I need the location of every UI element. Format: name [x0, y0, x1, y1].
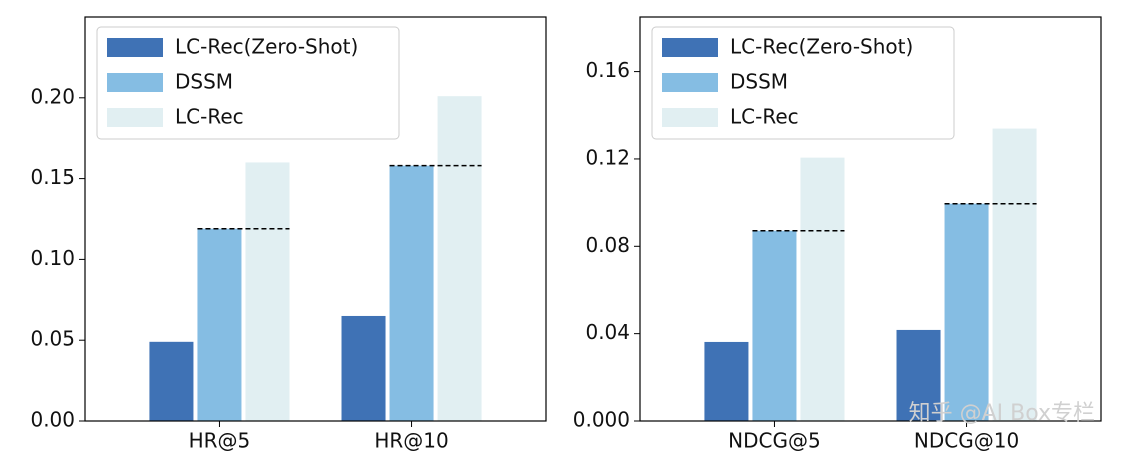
bar	[752, 230, 797, 421]
legend-label: DSSM	[730, 70, 788, 94]
legend-frame	[96, 26, 400, 140]
bar	[437, 96, 482, 422]
legend-label: LC-Rec(Zero-Shot)	[175, 35, 358, 59]
legend-swatch	[662, 38, 718, 57]
x-tick-label: HR@5	[189, 429, 251, 453]
y-tick-label: 0.04	[585, 320, 630, 344]
legend-label: DSSM	[175, 70, 233, 94]
legend-swatch	[107, 73, 163, 92]
legend-frame	[651, 26, 955, 140]
bar	[944, 203, 989, 421]
subplot: 0.00 0.05 0.10 0.15 0.20 HR@5 HR@10 LC-Rec(Zero…	[30, 16, 547, 453]
x-tick-label: NDCG@10	[914, 429, 1019, 453]
bar	[245, 162, 290, 421]
y-tick-label: 0.12	[585, 145, 630, 169]
watermark: 知乎 @AI Box专栏	[909, 401, 1095, 426]
bar	[389, 165, 434, 421]
legend-swatch	[107, 38, 163, 57]
bar	[896, 329, 941, 421]
legend-swatch	[662, 73, 718, 92]
bar	[800, 157, 845, 421]
bar	[341, 315, 386, 421]
legend-swatch	[107, 108, 163, 127]
x-tick-label: NDCG@5	[728, 429, 821, 453]
y-tick-label: 0.000	[573, 408, 630, 432]
y-tick-label: 0.20	[30, 84, 75, 108]
legend-label: LC-Rec	[175, 105, 244, 129]
y-tick-label: 0.15	[30, 165, 75, 189]
y-tick-label: 0.10	[30, 246, 75, 270]
legend-swatch	[662, 108, 718, 127]
x-tick-label: HR@10	[374, 429, 448, 453]
subplot: 0.000 0.04 0.08 0.12 0.16 NDCG@5 NDCG@10 LC-Rec…	[573, 16, 1102, 453]
axes-frame	[639, 16, 1102, 422]
bar	[992, 128, 1037, 421]
y-tick-label: 0.16	[585, 58, 630, 82]
y-tick-label: 0.08	[585, 233, 630, 257]
y-tick-label: 0.05	[30, 327, 75, 351]
axes-frame	[84, 16, 547, 422]
legend-label: LC-Rec(Zero-Shot)	[730, 35, 913, 59]
bar	[149, 341, 194, 421]
legend-label: LC-Rec	[730, 105, 799, 129]
bar	[197, 228, 242, 421]
bar	[704, 341, 749, 421]
y-tick-label: 0.00	[30, 408, 75, 432]
